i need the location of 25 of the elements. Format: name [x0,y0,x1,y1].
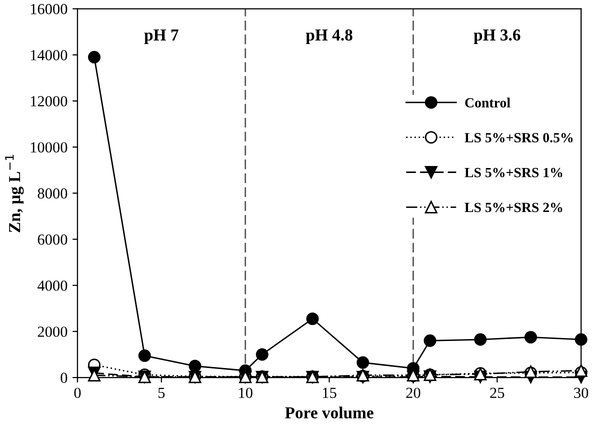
x-tick-label: 5 [158,388,165,398]
annotation: pH 7 [144,30,178,44]
y-axis-title: Zn, μg L$^{−1}$ [5,154,24,232]
legend-label: Control [465,98,510,108]
y-tick-label: 14000 [30,50,68,60]
x-tick-label: 25 [490,388,504,398]
x-tick-label: 20 [406,388,420,398]
y-tick-label: 8000 [38,188,68,199]
y-tick-label: 10000 [30,142,68,153]
annotation: pH 4.8 [306,29,352,44]
annotation: pH 3.6 [474,29,520,44]
y-tick-label: 2000 [38,326,68,337]
legend-label: LS 5%+SRS 0.5% [464,132,573,142]
x-tick-label: 10 [239,388,252,398]
y-tick-label: 0 [60,372,68,383]
x-tick-label: 15 [322,388,336,398]
y-tick-label: 4000 [38,280,68,291]
y-tick-label: 16000 [30,4,68,14]
legend-label: LS 5%+SRS 2% [464,202,562,212]
legend-label: LS 5%+SRS 1% [464,168,562,178]
x-axis-title: Pore volume [285,406,374,418]
x-tick-label: 30 [574,388,588,398]
x-tick-label: 0 [74,388,81,398]
y-tick-label: 6000 [38,234,68,245]
y-tick-label: 12000 [30,96,68,106]
